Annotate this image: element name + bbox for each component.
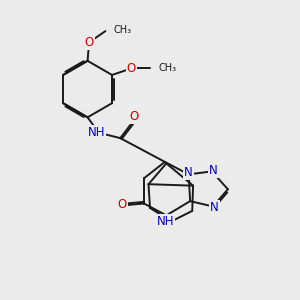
Text: O: O: [127, 62, 136, 75]
Text: N: N: [210, 201, 219, 214]
Text: O: O: [84, 36, 94, 49]
Text: N: N: [184, 167, 193, 179]
Text: CH₃: CH₃: [114, 25, 132, 34]
Text: O: O: [130, 110, 139, 123]
Text: NH: NH: [88, 126, 105, 139]
Text: CH₃: CH₃: [158, 63, 176, 74]
Text: NH: NH: [157, 215, 175, 228]
Text: N: N: [209, 164, 218, 177]
Text: O: O: [118, 199, 127, 212]
